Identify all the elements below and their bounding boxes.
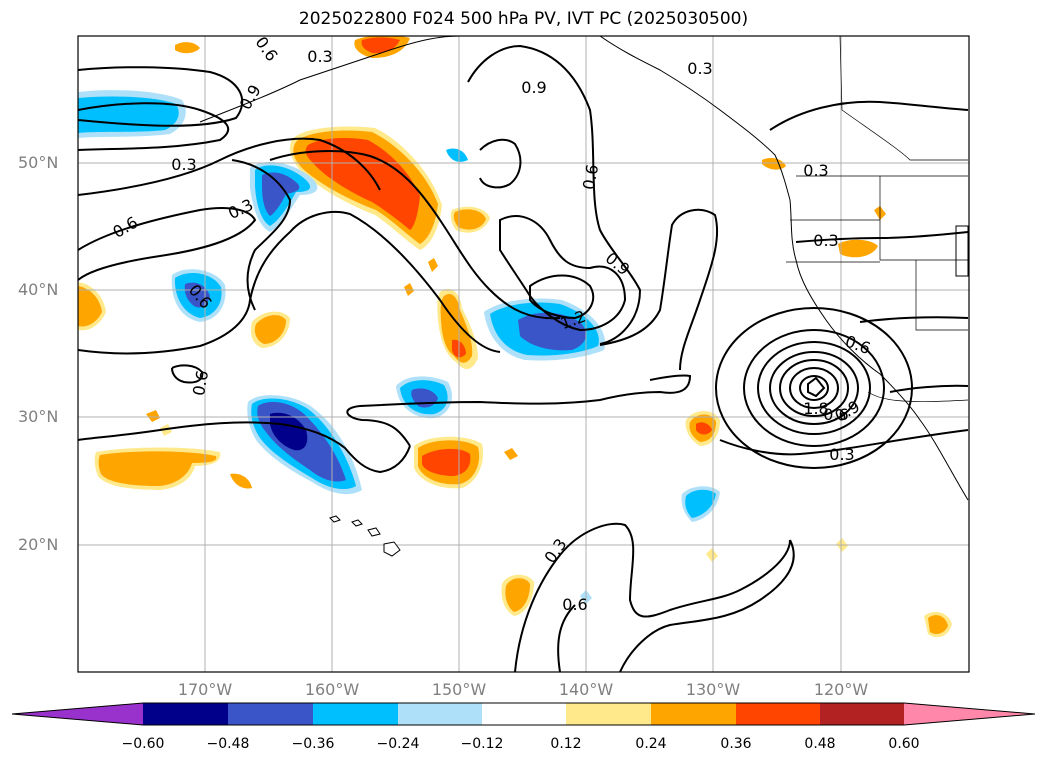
lat-label-50n: 50°N — [18, 153, 59, 172]
contour-label: 0.3 — [687, 59, 712, 78]
colorbar-bin — [228, 703, 313, 725]
hawaiian-islands — [329, 515, 401, 557]
contour-label: 0.3 — [803, 161, 828, 180]
colorbar-extend-high — [904, 703, 1035, 725]
lon-label-130w: 130°W — [685, 680, 741, 699]
negative-anomaly-north-pacific — [250, 162, 318, 232]
lon-label-150w: 150°W — [431, 680, 487, 699]
colorbar-bin — [482, 703, 566, 725]
colorbar-tick: −0.12 — [460, 736, 504, 752]
lon-label-170w: 170°W — [177, 680, 233, 699]
negative-anomaly-west — [171, 269, 226, 322]
map-title: 2025022800 F024 500 hPa PV, IVT PC (2025… — [298, 9, 749, 29]
contour-label: 0.3 — [307, 47, 332, 66]
colorbar-bin — [398, 703, 482, 725]
small-anomalies-north — [404, 148, 490, 296]
contour-label: 0.6 — [579, 163, 602, 191]
positive-anomaly-subtropical-central — [414, 436, 484, 489]
contour-label: 0.3 — [813, 231, 838, 250]
colorbar-extend-low — [12, 703, 143, 725]
positive-anomaly-central-west — [250, 311, 290, 348]
colorbar-tick: −0.60 — [121, 736, 165, 752]
positive-anomaly-east — [685, 411, 720, 446]
colorbar-tick: 0.48 — [804, 736, 836, 752]
contour-label: 0.9 — [521, 78, 546, 97]
positive-anomaly-west-edge — [78, 282, 106, 331]
coastlines — [199, 36, 969, 501]
contour-label: 0.6 — [562, 595, 587, 614]
negative-anomaly-east — [681, 486, 720, 522]
contour-label: 1.8 — [803, 399, 828, 418]
pv-contours — [78, 44, 969, 672]
negative-anomaly-northwest — [78, 90, 186, 138]
lon-label-140w: 140°W — [558, 680, 614, 699]
negative-anomaly-1p2-center — [484, 298, 606, 361]
colorbar-tick: −0.36 — [291, 736, 335, 752]
lat-label-40n: 40°N — [18, 280, 59, 299]
colorbar-bin — [820, 703, 904, 725]
map-content: 0.3 0.6 0.9 0.3 0.9 0.3 0.3 0.6 0.6 0.9 … — [78, 36, 969, 672]
colorbar — [11, 702, 1036, 726]
lon-label-160w: 160°W — [304, 680, 360, 699]
positive-anomaly-north — [175, 36, 410, 58]
colorbar-bin — [566, 703, 651, 725]
contour-label: 0.3 — [171, 155, 196, 174]
lat-label-20n: 20°N — [18, 535, 59, 554]
colorbar-tick: −0.48 — [206, 736, 250, 752]
contour-label: 0.6 — [823, 405, 848, 424]
contour-label: 0.6 — [189, 369, 212, 397]
contour-label: 0.3 — [829, 445, 854, 464]
positive-anomaly-south — [501, 574, 952, 638]
colorbar-tick: −0.24 — [376, 736, 420, 752]
graticule — [78, 36, 969, 672]
colorbar-tick: 0.24 — [635, 736, 667, 752]
colorbar-bin — [736, 703, 820, 725]
positive-anomaly-gulf-alaska — [290, 126, 442, 250]
colorbar-bin — [143, 703, 228, 725]
map-border — [77, 35, 970, 673]
colorbar-tick: 0.60 — [888, 736, 920, 752]
lat-label-30n: 30°N — [18, 407, 59, 426]
colorbar-bin — [651, 703, 736, 725]
colorbar-tick: 0.36 — [720, 736, 752, 752]
lon-label-120w: 120°W — [813, 680, 869, 699]
colorbar-bin — [313, 703, 398, 725]
positive-anomaly-subtropical-west — [94, 410, 252, 490]
negative-anomaly-subtropical — [247, 395, 362, 495]
colorbar-tick: 0.12 — [550, 736, 582, 752]
